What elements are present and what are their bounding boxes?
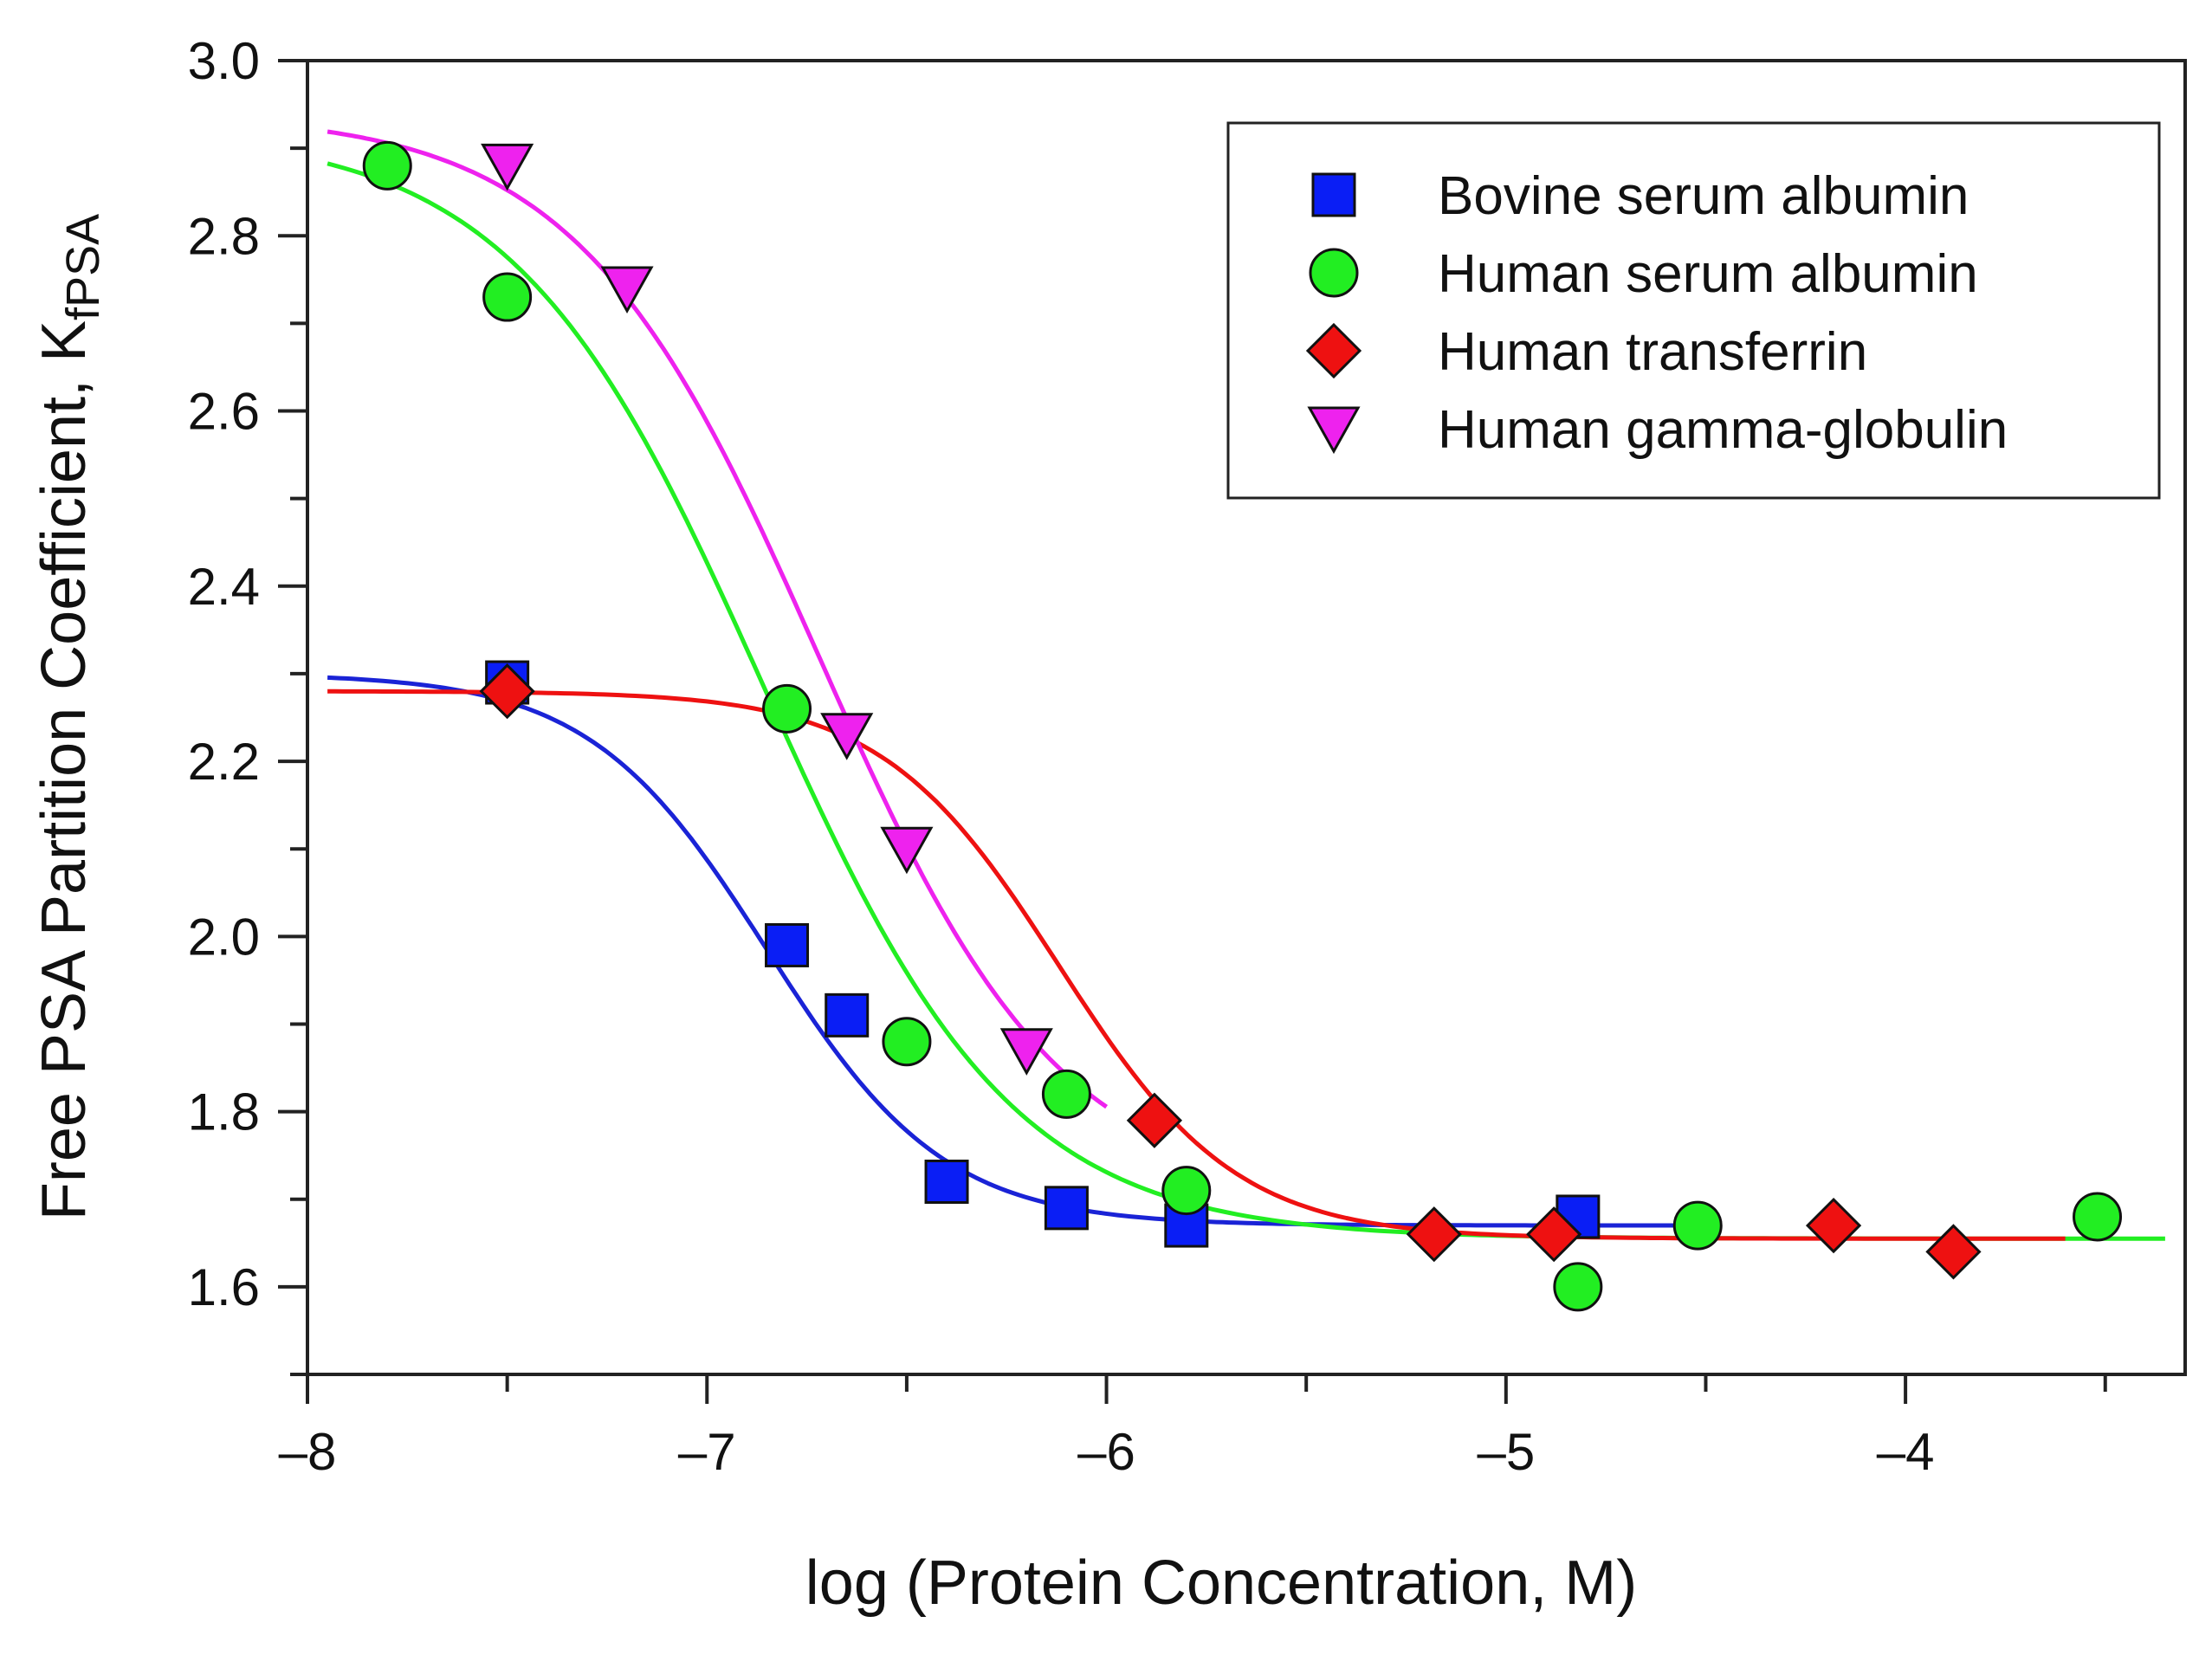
x-axis: –8 –7 –6 –5 –4 [279, 1374, 2107, 1481]
data-point-diamond [1925, 1224, 1982, 1280]
legend-marker-circle [1309, 248, 1359, 298]
data-point-circle [882, 1017, 932, 1067]
y-tick-label: 2.2 [188, 733, 260, 791]
legend-label: Bovine serum albumin [1438, 166, 1969, 226]
data-markers [362, 140, 2123, 1312]
data-point-triangle-down [820, 713, 874, 760]
data-point-diamond [1526, 1206, 1582, 1263]
y-axis-title-subscript: fPSA [57, 214, 109, 320]
legend-marker-diamond [1305, 322, 1362, 379]
y-tick-label: 2.8 [188, 207, 260, 265]
legend-label: Human gamma-globulin [1438, 400, 2008, 460]
data-point-square [765, 922, 810, 967]
y-tick-label: 2.0 [188, 908, 260, 966]
data-point-triangle-down [600, 266, 654, 314]
fit-line-triangle-down [327, 129, 1109, 1109]
data-point-square [1044, 1186, 1089, 1231]
data-point-circle [2073, 1192, 2123, 1242]
y-tick-label: 1.8 [188, 1083, 260, 1141]
legend-items: Bovine serum albumin Human serum albumin H… [1305, 166, 2008, 460]
fit-line-diamond [327, 689, 2066, 1241]
data-point-diamond [1805, 1197, 1862, 1254]
y-tick-label: 2.6 [188, 383, 260, 441]
x-tick-label: –5 [1477, 1423, 1535, 1481]
legend-label: Human transferrin [1438, 322, 1867, 382]
y-axis-title: Free PSA Partition Coefficient, KfPSA [29, 214, 109, 1220]
data-point-circle [1041, 1069, 1091, 1119]
data-point-circle [1672, 1200, 1723, 1251]
legend: Bovine serum albumin Human serum albumin H… [1226, 121, 2161, 500]
y-tick-label: 2.4 [188, 558, 260, 616]
y-axis: 1.6 1.8 2.0 2.2 2.4 2.6 2.8 3.0 [188, 32, 307, 1376]
data-point-diamond [479, 663, 535, 720]
data-point-square [924, 1160, 969, 1205]
data-point-circle [762, 683, 812, 734]
legend-box [1226, 121, 2161, 500]
data-point-circle [362, 140, 412, 191]
x-tick-label: –6 [1077, 1423, 1135, 1481]
data-point-diamond [1126, 1092, 1183, 1148]
data-point-triangle-down [481, 143, 534, 191]
data-point-triangle-down [999, 1028, 1053, 1076]
x-tick-label: –8 [279, 1423, 337, 1481]
plot-frame [306, 59, 2187, 1376]
data-point-diamond [1406, 1206, 1462, 1263]
legend-marker-square [1311, 172, 1356, 217]
legend-label: Human serum albumin [1438, 244, 1978, 304]
x-tick-label: –4 [1877, 1423, 1935, 1481]
data-point-circle [1553, 1262, 1603, 1312]
data-point-triangle-down [880, 826, 934, 875]
x-tick-label: –7 [678, 1423, 736, 1481]
y-tick-label: 3.0 [188, 32, 260, 90]
data-point-circle [482, 272, 533, 322]
y-tick-label: 1.6 [188, 1258, 260, 1316]
y-axis-title-main: Free PSA Partition Coefficient, K [29, 320, 99, 1220]
fit-line-square [327, 675, 1686, 1228]
data-point-circle [1161, 1166, 1212, 1216]
data-point-square [825, 992, 870, 1038]
x-axis-title: log (Protein Concentration, M) [805, 1548, 1637, 1618]
fit-lines [327, 129, 2165, 1241]
legend-marker-triangle-down [1307, 406, 1361, 455]
